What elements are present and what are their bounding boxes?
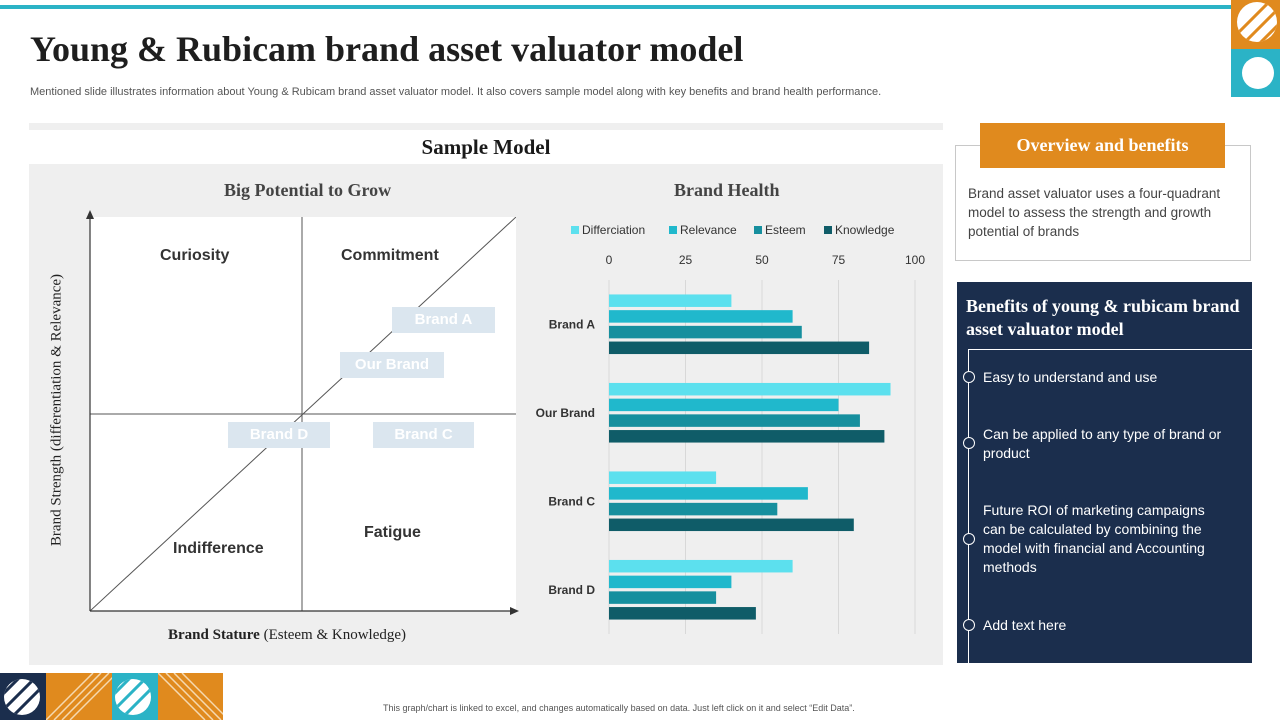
benefits-timeline (968, 349, 969, 663)
legend-label: Esteem (765, 223, 806, 237)
brand-tag-brand-a: Brand A (392, 307, 495, 333)
bar (609, 310, 793, 323)
quadrant-lines (90, 217, 516, 611)
legend-swatch (571, 226, 579, 234)
bar (609, 487, 808, 500)
legend-swatch (824, 226, 832, 234)
category-label: Brand A (549, 317, 596, 331)
quadrant-label-indifference: Indifference (173, 540, 264, 557)
bar (609, 559, 793, 573)
bar (609, 382, 891, 396)
sample-model-title: Sample Model (421, 135, 551, 159)
benefits-box (957, 282, 1252, 663)
legend-swatch (754, 226, 762, 234)
x-tick-label: 50 (755, 253, 769, 267)
bar (609, 294, 732, 307)
legend-label: Knowledge (835, 223, 895, 237)
x-tick-label: 75 (832, 253, 846, 267)
benefit-item: Future ROI of marketing campaigns can be… (983, 502, 1205, 575)
footer-note: This graph/chart is linked to excel, and… (383, 703, 855, 713)
benefits-title: Benefits of young & rubicam brand asset … (966, 296, 1240, 339)
x-tick-label: 25 (679, 253, 693, 267)
bar (609, 502, 778, 516)
benefit-item: Can be applied to any type of brand or p… (983, 426, 1222, 461)
brand-tag-our-brand: Our Brand (340, 352, 444, 378)
category-label: Our Brand (536, 406, 595, 420)
quadrant-label-curiosity: Curiosity (160, 247, 230, 264)
brand-health-chart: Differciation Relevance Esteem Knowledge 0 25… (536, 223, 925, 634)
brand-tag-brand-c: Brand C (373, 422, 474, 448)
page-subtitle: Mentioned slide illustrates information … (30, 86, 882, 98)
quadrant-label-fatigue: Fatigue (364, 524, 421, 541)
bar (609, 575, 732, 589)
sample-model-header: Sample Model (29, 130, 943, 164)
benefits-divider (969, 349, 1252, 350)
benefit-item: Easy to understand and use (983, 369, 1158, 385)
corner-decoration (1231, 0, 1280, 97)
page-title: Young & Rubicam brand asset valuator mod… (30, 29, 744, 69)
bar (609, 591, 717, 604)
category-label: Brand D (548, 583, 595, 597)
quadrant-chart-title: Big Potential to Grow (224, 180, 392, 200)
quadrant-label-commitment: Commitment (341, 247, 439, 264)
x-tick-label: 100 (905, 253, 925, 267)
overview-text: Brand asset valuator uses a four-quadran… (968, 186, 1221, 239)
bar (609, 341, 870, 355)
x-axis-label: Brand Stature (Esteem & Knowledge) (168, 627, 406, 644)
x-axis-label-rest: (Esteem & Knowledge) (263, 627, 407, 643)
legend-label: Differciation (582, 223, 645, 237)
y-axis-label: Brand Strength (differentiation & Releva… (48, 273, 65, 547)
striped-circle-icon (1231, 0, 1280, 49)
benefit-item: Add text here (983, 617, 1067, 633)
category-label: Brand C (548, 494, 595, 508)
bottom-decoration (0, 673, 223, 720)
top-accent-bar (0, 5, 1232, 9)
bar (609, 518, 854, 532)
legend-swatch (669, 226, 677, 234)
bar (609, 398, 839, 412)
circle-icon (1231, 49, 1280, 97)
x-axis-label-bold: Brand Stature (168, 627, 260, 643)
brand-health-title: Brand Health (674, 180, 780, 200)
benefit-bullet (963, 371, 975, 383)
benefit-bullet (963, 533, 975, 545)
bar (609, 325, 802, 339)
bar (609, 430, 885, 443)
bar (609, 414, 860, 427)
benefit-bullet (963, 619, 975, 631)
overview-title: Overview and benefits (980, 123, 1225, 168)
quadrant-chart: Curiosity Commitment Indifference Fatigu… (90, 217, 516, 611)
legend-label: Relevance (680, 223, 737, 237)
quadrant-axes (86, 210, 519, 615)
bar (609, 471, 717, 484)
bar (609, 607, 756, 620)
brand-tag-brand-d: Brand D (228, 422, 330, 448)
x-tick-label: 0 (606, 253, 613, 267)
benefit-bullet (963, 437, 975, 449)
